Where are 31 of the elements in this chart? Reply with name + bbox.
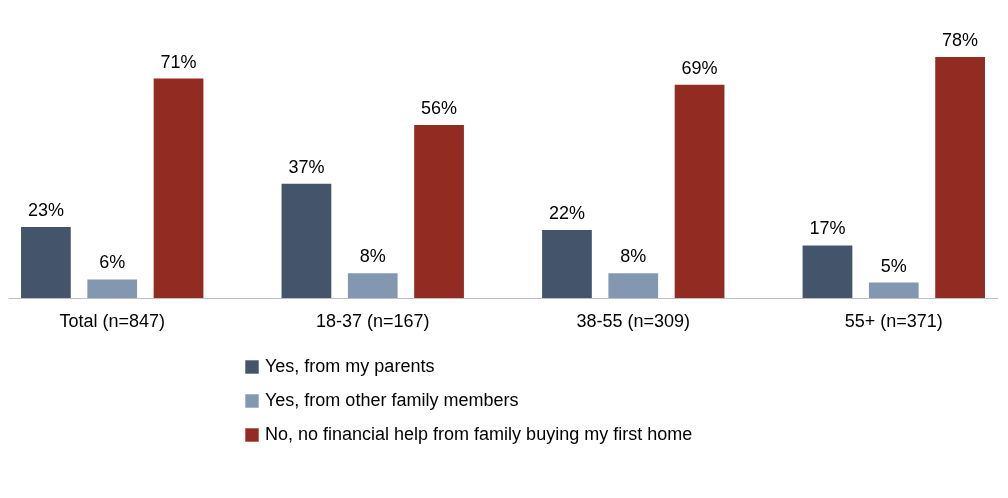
data-label: 8% [359,246,386,267]
data-label: 5% [880,255,907,276]
bar [868,282,919,298]
bar [802,245,853,298]
data-label: 6% [99,252,126,273]
data-label: 17% [809,218,846,239]
bar [542,230,592,298]
data-label: 56% [421,97,458,118]
legend-label: Yes, from other family members [265,390,519,410]
bar [935,56,985,298]
x-tick-label: 55+ (n=371) [844,310,943,331]
data-label: 78% [942,29,979,50]
bar [153,78,204,298]
bar [21,226,71,298]
data-label: 23% [27,199,64,220]
legend-label: Yes, from my parents [265,356,435,376]
data-label: 71% [160,51,197,72]
data-label: 22% [548,203,585,224]
data-label: 8% [620,246,647,267]
x-tick-label: 38-55 (n=309) [576,310,691,331]
x-tick-label: 18-37 (n=167) [315,310,430,331]
bar [281,183,332,298]
bar [87,279,138,298]
legend-label: No, no financial help from family buying my first home [265,424,693,444]
bar [674,84,725,298]
data-label: 69% [681,57,718,78]
data-label: 37% [288,156,325,177]
x-tick-label: Total (n=847) [59,310,165,331]
bar [347,273,398,298]
bar [414,124,464,298]
bar [608,273,659,298]
